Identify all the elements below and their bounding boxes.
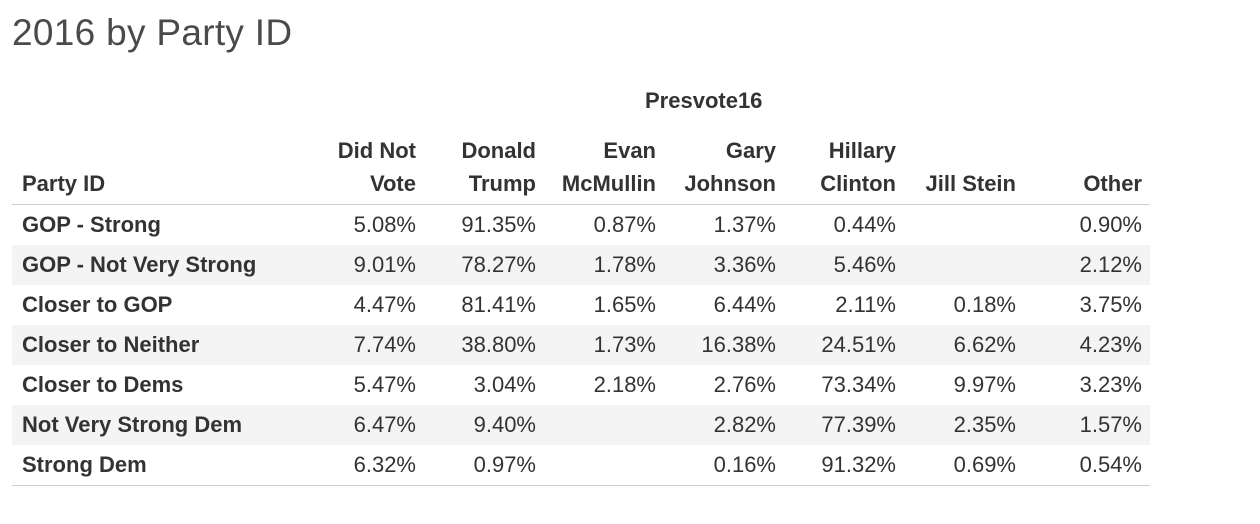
header-row: Party ID Did Not Vote Donald Trump Evan … [12, 134, 1150, 205]
table-cell: 9.01% [312, 245, 424, 285]
column-header-line2: Trump [468, 171, 536, 196]
table-cell: 9.40% [424, 405, 544, 445]
table-cell: 0.87% [593, 212, 656, 237]
table-cell: 1.57% [1024, 405, 1150, 445]
table-cell: 77.39% [784, 405, 904, 445]
table-cell: 38.80% [424, 325, 544, 365]
table-row: Closer to Neither 7.74% 38.80% 1.73% 16.38% 2… [12, 325, 1150, 365]
row-label: Closer to GOP [22, 292, 173, 317]
table-cell: 4.47% [353, 292, 416, 317]
table-cell [904, 205, 1024, 246]
column-header-line1: Donald [461, 138, 536, 163]
column-header-other[interactable]: Other [1024, 134, 1150, 205]
column-group-header: Presvote16 [645, 88, 763, 113]
table-cell: 1.73% [544, 325, 664, 365]
table-row: Not Very Strong Dem 6.47% 9.40% 2.82% 77.39%… [12, 405, 1150, 445]
table-cell: 2.35% [904, 405, 1024, 445]
table-cell: 78.27% [424, 245, 544, 285]
column-header-line1: Evan [603, 138, 656, 163]
row-label: Closer to Neither [12, 325, 312, 365]
column-header-line2: Other [1083, 171, 1142, 196]
table-cell: 3.04% [473, 372, 536, 397]
table-cell: 1.37% [713, 212, 776, 237]
table-cell: 0.97% [424, 445, 544, 486]
table-cell: 3.75% [1079, 292, 1142, 317]
table-cell: 81.41% [461, 292, 536, 317]
table-row: GOP - Strong 5.08% 91.35% 0.87% 1.37% 0.44% 0.… [12, 205, 1150, 246]
column-header-evan-mcmullin[interactable]: Evan McMullin [544, 134, 664, 205]
table-cell: 16.38% [664, 325, 784, 365]
table-cell: 0.69% [904, 445, 1024, 486]
table-cell: 73.34% [821, 372, 896, 397]
table-cell: 91.32% [784, 445, 904, 486]
table-cell [904, 245, 1024, 285]
table-cell: 6.44% [713, 292, 776, 317]
table-cell: 6.47% [312, 405, 424, 445]
table-cell: 4.23% [1024, 325, 1150, 365]
row-label: Closer to Dems [22, 372, 184, 397]
table-row: Strong Dem 6.32% 0.97% 0.16% 91.32% 0.69% 0.54… [12, 445, 1150, 486]
table-cell: 3.36% [664, 245, 784, 285]
table-cell [544, 445, 664, 486]
column-header-line1: Gary [725, 138, 776, 163]
column-header-line2: Johnson [684, 171, 776, 196]
table-cell: 2.18% [593, 372, 656, 397]
column-header-line2: Clinton [820, 171, 896, 196]
table-cell: 5.47% [353, 372, 416, 397]
column-header-jill-stein[interactable]: Jill Stein [904, 134, 1024, 205]
row-label: GOP - Strong [22, 212, 161, 237]
table-cell: 2.12% [1024, 245, 1150, 285]
table-cell: 3.23% [1079, 372, 1142, 397]
crosstab-table: Party ID Did Not Vote Donald Trump Evan … [12, 134, 1150, 486]
table-cell: 0.18% [953, 292, 1016, 317]
column-header-did-not-vote[interactable]: Did Not Vote [312, 134, 424, 205]
row-label: Strong Dem [12, 445, 312, 486]
table-body: GOP - Strong 5.08% 91.35% 0.87% 1.37% 0.44% 0.… [12, 205, 1150, 486]
table-cell: 24.51% [784, 325, 904, 365]
table-cell [544, 405, 664, 445]
column-header-line2: Jill Stein [925, 171, 1016, 196]
table-row: GOP - Not Very Strong 9.01% 78.27% 1.78% 3.3… [12, 245, 1150, 285]
column-header-line1: Hillary [828, 138, 896, 163]
page-title: 2016 by Party ID [12, 12, 293, 53]
row-header-label: Party ID [12, 134, 312, 205]
table-cell: 2.76% [713, 372, 776, 397]
table-cell: 1.65% [593, 292, 656, 317]
table-row: Closer to Dems 5.47% 3.04% 2.18% 2.76% 73.34%… [12, 365, 1150, 405]
table-cell: 0.54% [1024, 445, 1150, 486]
table-cell: 0.90% [1079, 212, 1142, 237]
column-header-hillary-clinton[interactable]: Hillary Clinton [784, 134, 904, 205]
table-cell: 0.16% [664, 445, 784, 486]
table-cell: 2.82% [664, 405, 784, 445]
column-header-gary-johnson[interactable]: Gary Johnson [664, 134, 784, 205]
column-header-line2: McMullin [561, 171, 656, 196]
table-cell: 6.32% [312, 445, 424, 486]
row-label: GOP - Not Very Strong [12, 245, 312, 285]
table-cell: 9.97% [953, 372, 1016, 397]
table-cell: 5.46% [784, 245, 904, 285]
column-header-line2: Vote [369, 171, 416, 196]
column-header-donald-trump[interactable]: Donald Trump [424, 134, 544, 205]
table-cell: 1.78% [544, 245, 664, 285]
table-cell: 2.11% [835, 292, 896, 317]
table-cell: 6.62% [904, 325, 1024, 365]
row-label: Not Very Strong Dem [12, 405, 312, 445]
table-row: Closer to GOP 4.47% 81.41% 1.65% 6.44% 2.11% 0… [12, 285, 1150, 325]
table-cell: 91.35% [461, 212, 536, 237]
table-cell: 0.44% [833, 212, 896, 237]
column-header-line1: Did Not [337, 138, 416, 163]
table-cell: 7.74% [312, 325, 424, 365]
table-cell: 5.08% [353, 212, 416, 237]
